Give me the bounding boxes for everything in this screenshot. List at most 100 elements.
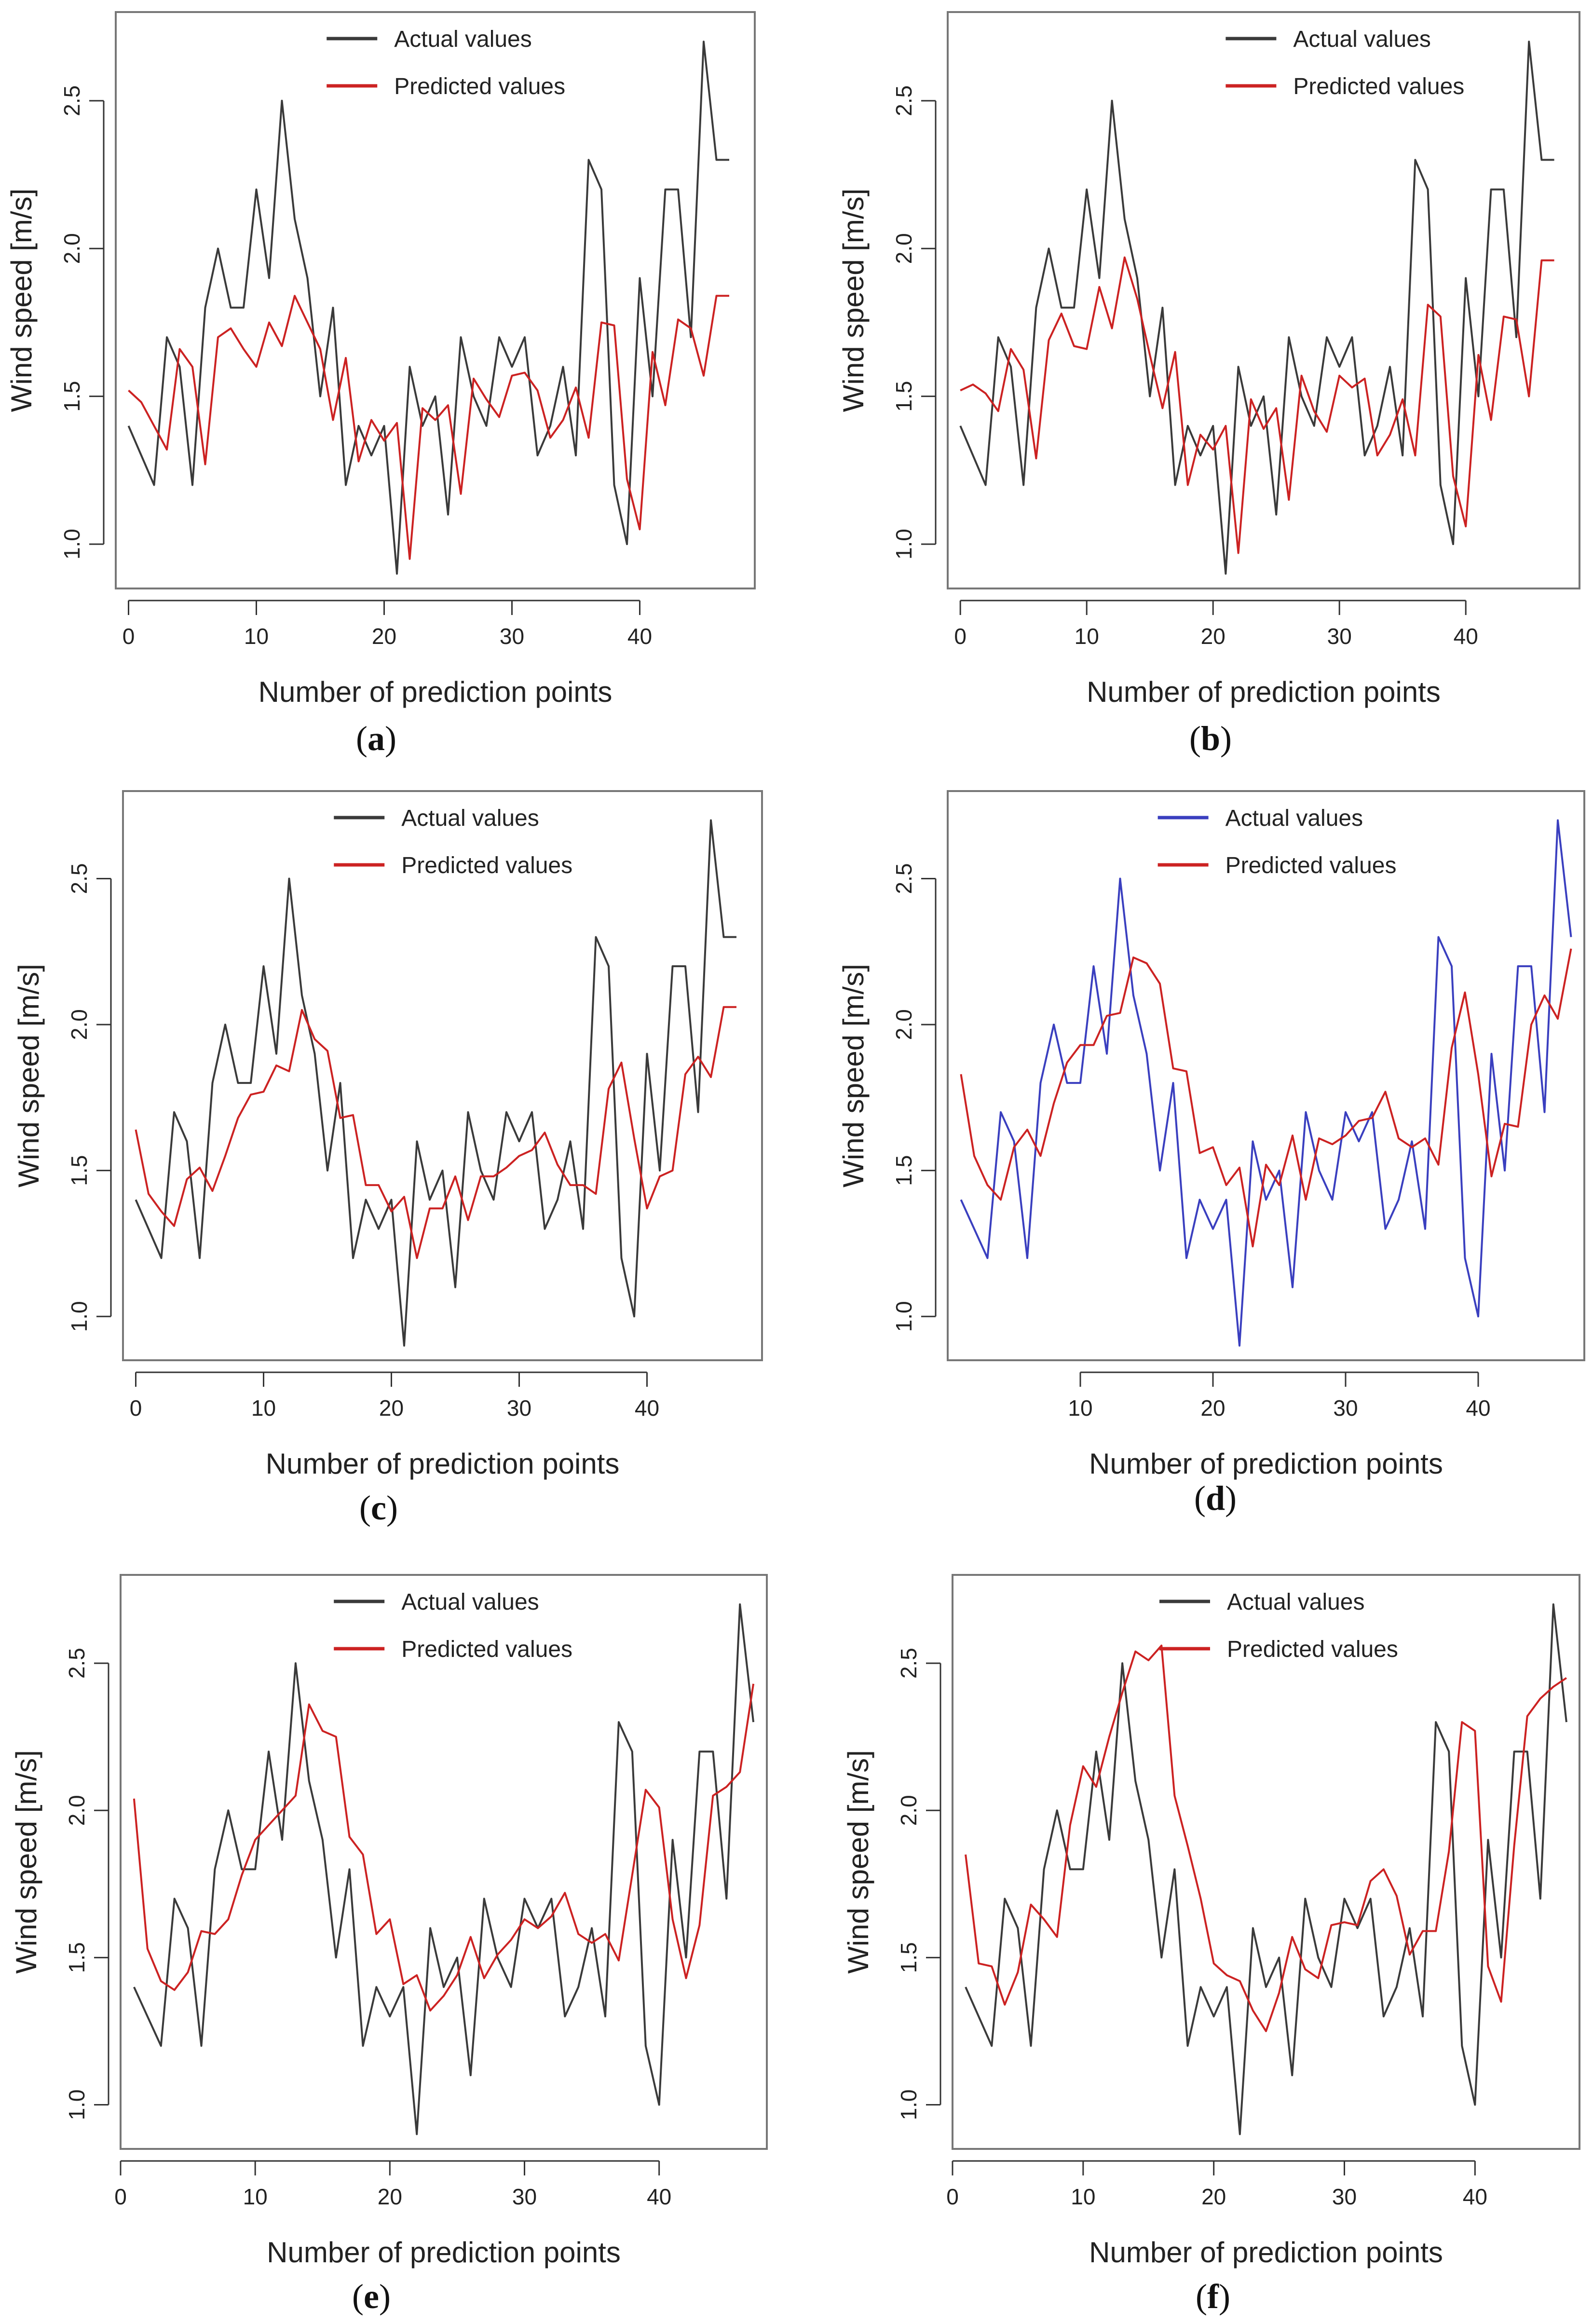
- x-tick-label: 20: [1201, 624, 1225, 649]
- legend-entry-label: Actual values: [1227, 1589, 1365, 1615]
- panel-label-open: (: [1196, 2277, 1207, 2316]
- legend-entry-label: Actual values: [401, 806, 539, 831]
- x-tick-label: 40: [1454, 624, 1478, 649]
- panel-label-letter: c: [371, 1489, 386, 1527]
- legend-entry-label: Predicted values: [401, 853, 572, 878]
- panel-label-letter: d: [1206, 1479, 1225, 1517]
- x-tick-label: 30: [1332, 2184, 1357, 2209]
- x-tick-label: 30: [1333, 1395, 1358, 1421]
- panel-label-open: (: [359, 1489, 371, 1527]
- panel-label: (d): [1194, 1479, 1237, 1517]
- chart-panel-d: 10 20 30 40 1.0 1.5 2.0 2.5 Number of prediction…: [837, 790, 1585, 1517]
- y-axis-title: Wind speed [m/s]: [842, 1750, 874, 1974]
- y-tick-label: 2.0: [67, 1009, 92, 1040]
- x-tick-label: 40: [627, 624, 652, 649]
- plot-frame: [947, 11, 1580, 589]
- x-axis-title: Number of prediction points: [1089, 1448, 1443, 1480]
- panel-label-close: ): [385, 719, 396, 758]
- series-line-actual: [135, 819, 736, 1347]
- panel-label-open: (: [1189, 719, 1201, 758]
- x-tick-label: 40: [635, 1395, 659, 1421]
- x-tick-label: 10: [251, 1395, 276, 1421]
- chart-panel-a: 0 10 20 30 40 1.0 1.5 2.0 2.5 Number of predictio…: [5, 11, 756, 758]
- plot-frame: [947, 790, 1585, 1361]
- x-axis-title: Number of prediction points: [266, 1448, 620, 1480]
- y-tick-label: 1.5: [67, 1155, 92, 1186]
- x-tick-label: 10: [1075, 624, 1099, 649]
- x-tick-label: 30: [1327, 624, 1352, 649]
- y-axis-title: Wind speed [m/s]: [5, 189, 38, 412]
- x-tick-label: 20: [379, 1395, 404, 1421]
- x-tick-label: 0: [123, 624, 135, 649]
- panel-label: (c): [359, 1489, 398, 1527]
- y-tick-label: 1.5: [59, 381, 84, 412]
- y-tick-label: 2.5: [896, 1648, 921, 1679]
- y-tick-label: 1.5: [896, 1942, 921, 1973]
- y-tick-label: 2.0: [896, 1795, 921, 1826]
- x-tick-label: 10: [244, 624, 269, 649]
- panel-label: (e): [352, 2277, 391, 2316]
- x-tick-label: 40: [1466, 1395, 1490, 1421]
- x-axis-title: Number of prediction points: [1087, 676, 1441, 708]
- x-tick-label: 20: [372, 624, 396, 649]
- x-tick-label: 40: [647, 2184, 671, 2209]
- legend-entry-label: Predicted values: [1293, 74, 1464, 99]
- y-axis-title: Wind speed [m/s]: [10, 1750, 42, 1974]
- legend-entry-label: Predicted values: [1225, 853, 1397, 878]
- legend-entry-label: Actual values: [394, 27, 532, 52]
- x-tick-label: 30: [500, 624, 524, 649]
- panel-label-letter: b: [1201, 719, 1220, 758]
- series-line-actual: [960, 819, 1572, 1347]
- y-tick-label: 2.5: [67, 863, 92, 894]
- x-tick-label: 30: [512, 2184, 537, 2209]
- plot-frame: [952, 1574, 1580, 2150]
- y-tick-label: 1.0: [59, 529, 84, 560]
- plot-frame: [120, 1574, 768, 2150]
- x-tick-label: 20: [1201, 2184, 1226, 2209]
- y-tick-label: 2.5: [59, 85, 84, 116]
- y-axis-title: Wind speed [m/s]: [837, 964, 870, 1188]
- y-tick-label: 1.5: [891, 381, 916, 412]
- y-tick-label: 1.0: [896, 2089, 921, 2120]
- panel-label-close: ): [1219, 2277, 1230, 2316]
- legend-entry-label: Actual values: [401, 1589, 539, 1615]
- y-tick-label: 1.0: [67, 1301, 92, 1332]
- panel-label-open: (: [352, 2277, 364, 2316]
- panel-label: (a): [356, 719, 396, 758]
- panel-label-letter: a: [368, 719, 385, 758]
- legend-entry-label: Actual values: [1225, 806, 1363, 831]
- y-tick-label: 2.0: [891, 1009, 916, 1040]
- series-line-predicted: [960, 256, 1554, 554]
- y-tick-label: 2.0: [59, 233, 84, 264]
- series-line-predicted: [960, 948, 1572, 1247]
- y-tick-label: 2.5: [891, 863, 916, 894]
- series-line-actual: [959, 41, 1554, 575]
- chart-panel-c: 0 10 20 30 40 1.0 1.5 2.0 2.5 Number of predictio…: [13, 790, 763, 1527]
- y-tick-label: 2.5: [891, 85, 916, 116]
- y-tick-label: 2.0: [891, 233, 916, 264]
- y-tick-label: 1.0: [891, 1301, 916, 1332]
- series-line-predicted: [135, 1006, 736, 1259]
- series-line-actual: [965, 1603, 1567, 2135]
- panel-label: (b): [1189, 719, 1232, 758]
- series-line-predicted: [965, 1644, 1567, 2032]
- chart-panel-b: 0 10 20 30 40 1.0 1.5 2.0 2.5 Number of predictio…: [837, 11, 1580, 758]
- panel-label-close: ): [379, 2277, 391, 2316]
- x-tick-label: 10: [1071, 2184, 1095, 2209]
- y-axis-title: Wind speed [m/s]: [837, 189, 870, 412]
- y-tick-label: 1.0: [891, 529, 916, 560]
- y-tick-label: 1.5: [64, 1942, 89, 1973]
- panel-label-close: ): [1225, 1479, 1237, 1517]
- legend-entry-label: Predicted values: [1227, 1637, 1398, 1662]
- x-tick-label: 10: [243, 2184, 268, 2209]
- x-axis-title: Number of prediction points: [259, 676, 613, 708]
- y-tick-label: 1.5: [891, 1155, 916, 1186]
- series-line-actual: [133, 1603, 755, 2135]
- series-line-predicted: [128, 295, 729, 560]
- panel-label-open: (: [356, 719, 368, 758]
- y-axis-title: Wind speed [m/s]: [13, 964, 45, 1188]
- plot-frame: [115, 11, 756, 589]
- chart-panel-e: 0 10 20 30 40 1.0 1.5 2.0 2.5 Number of predictio…: [10, 1574, 768, 2316]
- x-tick-label: 0: [946, 2184, 959, 2209]
